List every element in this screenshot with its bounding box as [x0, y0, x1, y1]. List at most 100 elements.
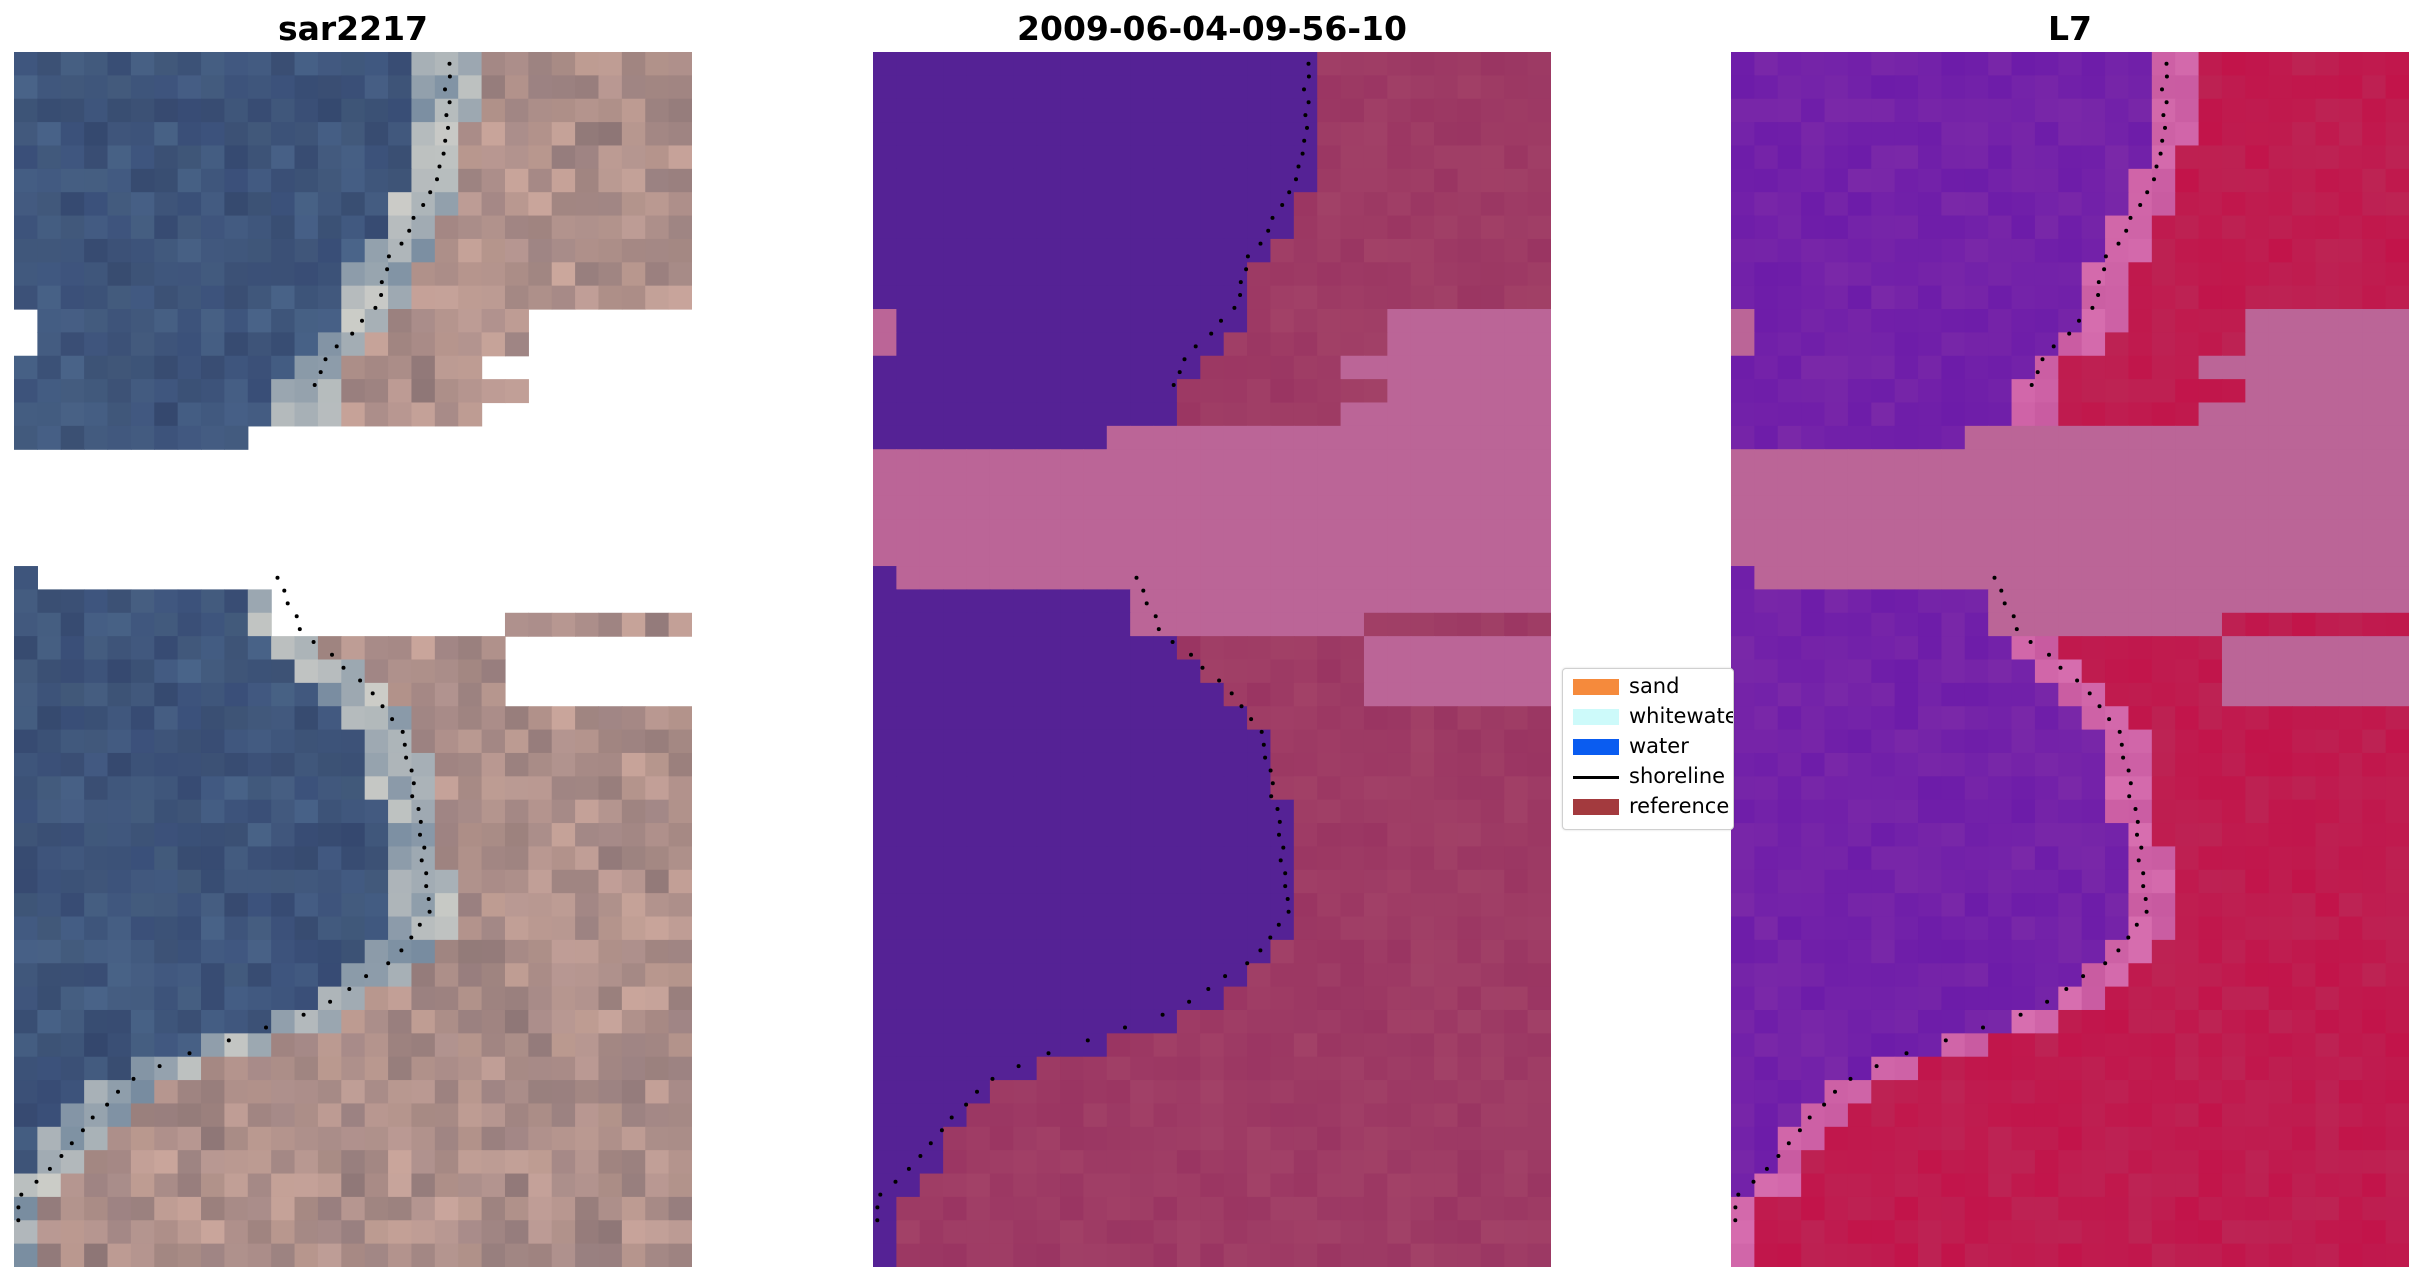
pixel-cell [388, 846, 413, 871]
pixel-cell [177, 636, 202, 661]
pixel-cell [1731, 566, 1755, 591]
pixel-cell [504, 122, 529, 147]
pixel-cell [364, 52, 389, 76]
pixel-cell [1777, 869, 1802, 894]
pixel-cell [528, 145, 553, 170]
pixel-cell [2268, 939, 2293, 964]
pixel-cell [896, 566, 921, 591]
pixel-cell [2362, 145, 2387, 170]
pixel-cell [2081, 542, 2106, 567]
pixel-cell [2198, 379, 2223, 404]
pixel-cell [60, 869, 85, 894]
pixel-cell [575, 285, 600, 310]
pixel-cell [2292, 495, 2317, 520]
pixel-cell [1153, 1243, 1178, 1267]
pixel-cell [2151, 332, 2176, 357]
pixel-cell [2128, 1220, 2153, 1245]
pixel-cell [1106, 472, 1131, 497]
pixel-cell [1317, 1220, 1342, 1245]
pixel-cell [247, 823, 272, 848]
shoreline-point [441, 151, 446, 156]
pixel-cell [1504, 449, 1529, 474]
pixel-cell [14, 1243, 38, 1267]
shoreline-point [421, 203, 426, 207]
pixel-cell [1106, 869, 1131, 894]
pixel-cell [1480, 449, 1505, 474]
pixel-cell [2385, 542, 2409, 567]
pixel-cell [1801, 402, 1826, 427]
pixel-cell [2292, 449, 2317, 474]
pixel-cell [2034, 869, 2059, 894]
pixel-cell [2058, 262, 2083, 287]
pixel-cell [37, 752, 62, 777]
shoreline-point [1306, 100, 1311, 105]
pixel-cell [1941, 472, 1966, 497]
shoreline-point [297, 627, 302, 632]
pixel-cell [1847, 122, 1872, 147]
pixel-cell [1457, 1126, 1482, 1151]
shoreline-point [1305, 125, 1309, 130]
pixel-cell [966, 122, 991, 147]
pixel-cell [1504, 963, 1529, 988]
pixel-cell [154, 1150, 179, 1175]
pixel-cell [1363, 309, 1388, 333]
pixel-cell [1247, 98, 1272, 123]
pixel-cell [873, 1126, 897, 1151]
pixel-cell [341, 285, 366, 310]
pixel-cell [989, 495, 1014, 520]
pixel-cell [966, 799, 991, 824]
pixel-cell [1317, 192, 1342, 217]
pixel-cell [1270, 402, 1295, 427]
pixel-cell [2268, 262, 2293, 287]
pixel-cell [645, 1220, 670, 1245]
pixel-cell [271, 332, 296, 357]
pixel-cell [1504, 846, 1529, 871]
pixel-cell [873, 916, 897, 941]
pixel-cell [1824, 846, 1849, 871]
pixel-cell [2268, 52, 2293, 76]
pixel-cell [1130, 52, 1155, 76]
pixel-cell [2268, 1009, 2293, 1034]
pixel-cell [2058, 1243, 2083, 1267]
pixel-cell [2268, 215, 2293, 240]
pixel-cell [1801, 939, 1826, 964]
pixel-cell [37, 215, 62, 240]
pixel-cell [1036, 192, 1061, 217]
shoreline-point [187, 1051, 192, 1056]
pixel-cell [528, 75, 553, 100]
pixel-cell [1964, 215, 1989, 240]
shoreline-point [399, 948, 404, 953]
pixel-cell [1317, 1150, 1342, 1175]
pixel-cell [1777, 682, 1802, 707]
pixel-cell [2268, 1056, 2293, 1081]
pixel-cell [1060, 192, 1085, 217]
pixel-cell [2105, 893, 2130, 918]
pixel-cell [1457, 238, 1482, 263]
pixel-cell [37, 1103, 62, 1128]
pixel-cell [575, 1056, 600, 1081]
pixel-cell [177, 752, 202, 777]
pixel-cell [1083, 1103, 1108, 1128]
pixel-cell [989, 869, 1014, 894]
pixel-cell [130, 192, 155, 217]
pixel-cell [1293, 449, 1318, 474]
pixel-cell [458, 939, 483, 964]
pixel-cell [2151, 823, 2176, 848]
pixel-cell [598, 939, 623, 964]
pixel-cell [1036, 238, 1061, 263]
pixel-cell [1801, 986, 1826, 1011]
pixel-cell [645, 1033, 670, 1058]
pixel-cell [989, 1033, 1014, 1058]
pixel-cell [621, 1009, 646, 1034]
shoreline-point [1300, 151, 1305, 156]
pixel-cell [1387, 589, 1412, 614]
pixel-cell [1480, 939, 1505, 964]
pixel-cell [896, 168, 921, 193]
pixel-cell [668, 122, 692, 147]
pixel-cell [2245, 659, 2270, 684]
pixel-cell [2221, 986, 2246, 1011]
pixel-cell [1847, 1126, 1872, 1151]
pixel-cell [1871, 612, 1896, 637]
pixel-cell [1410, 379, 1435, 404]
pixel-cell [1527, 986, 1551, 1011]
